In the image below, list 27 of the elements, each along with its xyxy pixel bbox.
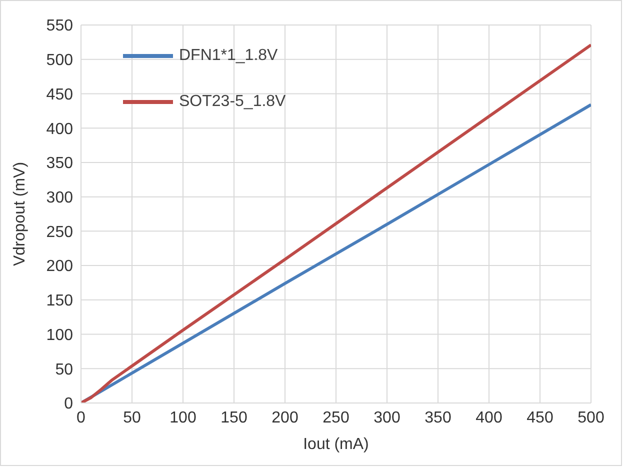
x-tick-label: 500 <box>578 409 604 426</box>
y-tick-label: 400 <box>46 120 74 138</box>
x-tick-label: 250 <box>322 409 350 426</box>
y-tick-label: 0 <box>64 396 74 413</box>
y-tick-label: 500 <box>46 52 74 70</box>
x-tick-label: 150 <box>220 409 248 426</box>
legend-label: SOT23-5_1.8V <box>179 93 286 111</box>
x-tick-label: 50 <box>123 409 141 426</box>
y-tick-label: 300 <box>46 190 74 206</box>
y-axis-title: Vdropout (mV) <box>12 162 29 266</box>
y-tick-label: 350 <box>46 155 74 172</box>
y-tick-label: 150 <box>46 292 74 310</box>
y-tick-label: 250 <box>46 224 74 241</box>
x-tick-label: 300 <box>374 409 400 426</box>
y-tick-label: 450 <box>46 86 74 104</box>
y-tick-label: 100 <box>46 326 74 344</box>
x-tick-label: 400 <box>476 409 502 426</box>
x-tick-label: 350 <box>424 409 452 426</box>
x-tick-label: 450 <box>526 409 554 426</box>
x-tick-label: 200 <box>272 409 298 426</box>
x-tick-label: 0 <box>76 409 86 426</box>
y-tick-label: 550 <box>46 18 74 35</box>
legend-label: DFN1*1_1.8V <box>179 47 278 65</box>
x-tick-label: 100 <box>170 409 196 426</box>
y-tick-label: 200 <box>46 258 74 276</box>
y-tick-label: 50 <box>55 361 74 378</box>
x-axis-title: Iout (mA) <box>303 436 369 453</box>
